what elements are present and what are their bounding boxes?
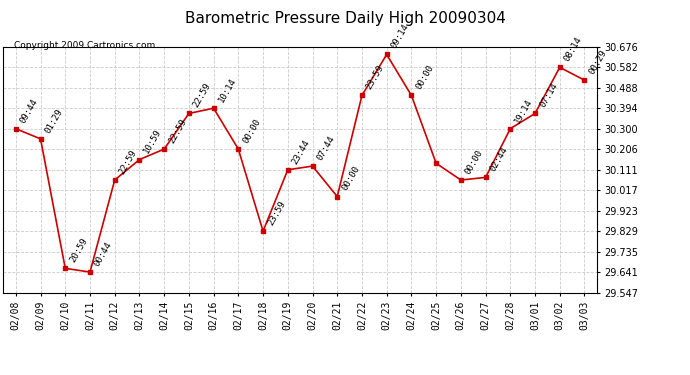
Text: 00:00: 00:00	[414, 63, 435, 91]
Text: 00:00: 00:00	[241, 117, 262, 145]
Text: 07:44: 07:44	[315, 134, 337, 162]
Text: 19:14: 19:14	[513, 97, 534, 124]
Text: 00:29: 00:29	[587, 48, 609, 76]
Text: 10:14: 10:14	[217, 76, 237, 104]
Text: 07:14: 07:14	[538, 81, 559, 109]
Text: 10:59: 10:59	[142, 128, 164, 155]
Text: Barometric Pressure Daily High 20090304: Barometric Pressure Daily High 20090304	[184, 11, 506, 26]
Text: 00:00: 00:00	[340, 165, 362, 192]
Text: Copyright 2009 Cartronics.com: Copyright 2009 Cartronics.com	[14, 41, 155, 50]
Text: 00:00: 00:00	[464, 148, 485, 176]
Text: 09:44: 09:44	[19, 97, 40, 124]
Text: 23:59: 23:59	[266, 199, 287, 227]
Text: 09:14: 09:14	[389, 22, 411, 50]
Text: 08:14: 08:14	[562, 35, 584, 63]
Text: 20:59: 20:59	[68, 236, 89, 264]
Text: 01:29: 01:29	[43, 107, 65, 135]
Text: 00:44: 00:44	[92, 240, 114, 268]
Text: 23:44: 23:44	[290, 138, 312, 166]
Text: 23:59: 23:59	[365, 63, 386, 91]
Text: 02:44: 02:44	[489, 146, 510, 173]
Text: 22:59: 22:59	[192, 81, 213, 109]
Text: 22:59: 22:59	[167, 117, 188, 145]
Text: 22:59: 22:59	[117, 148, 139, 176]
